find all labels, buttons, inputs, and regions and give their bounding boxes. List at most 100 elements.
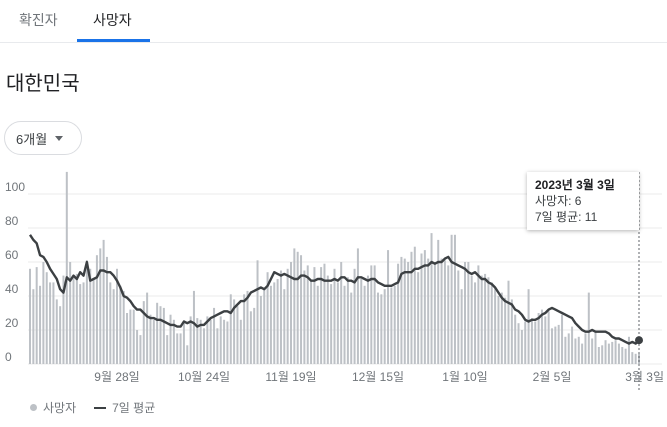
bar	[373, 265, 376, 364]
bar	[520, 330, 523, 364]
bar	[497, 296, 500, 364]
chevron-down-icon	[55, 135, 64, 141]
bar	[102, 239, 105, 364]
bar	[487, 277, 490, 364]
bar	[320, 267, 323, 364]
y-tick-label: 0	[5, 350, 12, 364]
bar	[313, 267, 316, 364]
bar	[393, 285, 396, 364]
bar	[447, 265, 450, 364]
x-tick-label: 9월 28일	[94, 370, 139, 384]
bar	[350, 292, 353, 364]
bar	[122, 290, 125, 364]
tooltip-deaths: 사망자: 6	[535, 194, 582, 208]
bar	[132, 309, 135, 364]
bar	[366, 275, 369, 364]
hover-point	[635, 336, 643, 345]
bar	[209, 319, 212, 364]
bar	[156, 302, 159, 364]
bar	[574, 338, 577, 364]
bar	[571, 326, 574, 364]
period-dropdown-label: 6개월	[16, 131, 48, 147]
x-tick-label: 2월 5일	[533, 370, 572, 384]
bar	[139, 335, 142, 364]
bar	[601, 345, 604, 364]
bar	[537, 313, 540, 364]
bar	[467, 262, 470, 364]
bar	[423, 250, 426, 364]
bar	[453, 234, 456, 364]
bar	[460, 289, 463, 364]
bar	[561, 314, 564, 364]
bar	[397, 263, 400, 364]
tooltip-date: 2023년 3월 3일	[535, 178, 615, 192]
bar	[223, 319, 226, 364]
tab-confirmed[interactable]: 확진자	[19, 12, 58, 28]
legend: 사망자 7일 평균	[30, 399, 155, 416]
bar	[413, 246, 416, 364]
x-tick-label: 11월 19일	[265, 370, 316, 384]
deaths-chart: 0 20 40 60 80 100 9월 28일 10월 24일 11월 19일 12월 15일…	[5, 171, 664, 392]
bar	[360, 279, 363, 364]
bar	[470, 275, 473, 364]
bar	[621, 347, 624, 364]
y-tick-label: 60	[5, 248, 19, 262]
bar	[69, 262, 72, 364]
bar	[35, 267, 38, 364]
bar	[567, 333, 570, 364]
bar	[259, 296, 262, 364]
bar	[594, 331, 597, 364]
y-tick-label: 80	[5, 214, 19, 228]
bar	[149, 314, 152, 364]
tab-deaths[interactable]: 사망자	[93, 12, 132, 28]
bar	[142, 301, 145, 364]
bar	[293, 248, 296, 364]
tab-active-underline	[77, 39, 150, 42]
bar	[253, 307, 256, 364]
bar	[89, 268, 92, 364]
bar	[116, 268, 118, 364]
bar	[540, 309, 543, 364]
bar	[387, 250, 390, 364]
y-tick-label: 40	[5, 282, 19, 296]
bar	[564, 336, 567, 364]
bar	[627, 336, 630, 364]
bar	[634, 353, 637, 364]
bar	[577, 336, 580, 364]
bar	[279, 270, 282, 364]
bar	[340, 262, 343, 364]
bar	[186, 345, 189, 364]
bar	[306, 265, 309, 364]
bar	[176, 333, 179, 364]
bar	[504, 297, 507, 364]
bar	[557, 324, 560, 364]
bar	[129, 309, 132, 364]
bar	[189, 316, 192, 364]
period-dropdown[interactable]: 6개월	[4, 121, 82, 155]
legend-line-icon	[94, 406, 107, 409]
bar	[527, 289, 530, 364]
bar	[182, 323, 185, 364]
bar	[346, 277, 349, 364]
bar	[507, 280, 510, 364]
bar	[269, 285, 272, 364]
bar	[480, 275, 483, 364]
bar	[162, 307, 165, 364]
bar	[172, 319, 175, 364]
bar	[263, 289, 266, 364]
y-tick-label: 20	[5, 316, 19, 330]
bar	[296, 251, 299, 364]
bar	[303, 270, 306, 364]
bar	[159, 306, 162, 364]
bar	[587, 292, 590, 364]
bar	[246, 290, 249, 364]
bar	[152, 319, 155, 364]
bar	[192, 290, 195, 364]
bar	[196, 318, 199, 364]
bar	[494, 287, 497, 364]
bar	[112, 289, 115, 364]
bar	[216, 328, 219, 364]
bar	[353, 268, 356, 364]
legend-deaths: 사망자	[43, 401, 77, 415]
x-tick-label: 10월 24일	[178, 370, 230, 384]
